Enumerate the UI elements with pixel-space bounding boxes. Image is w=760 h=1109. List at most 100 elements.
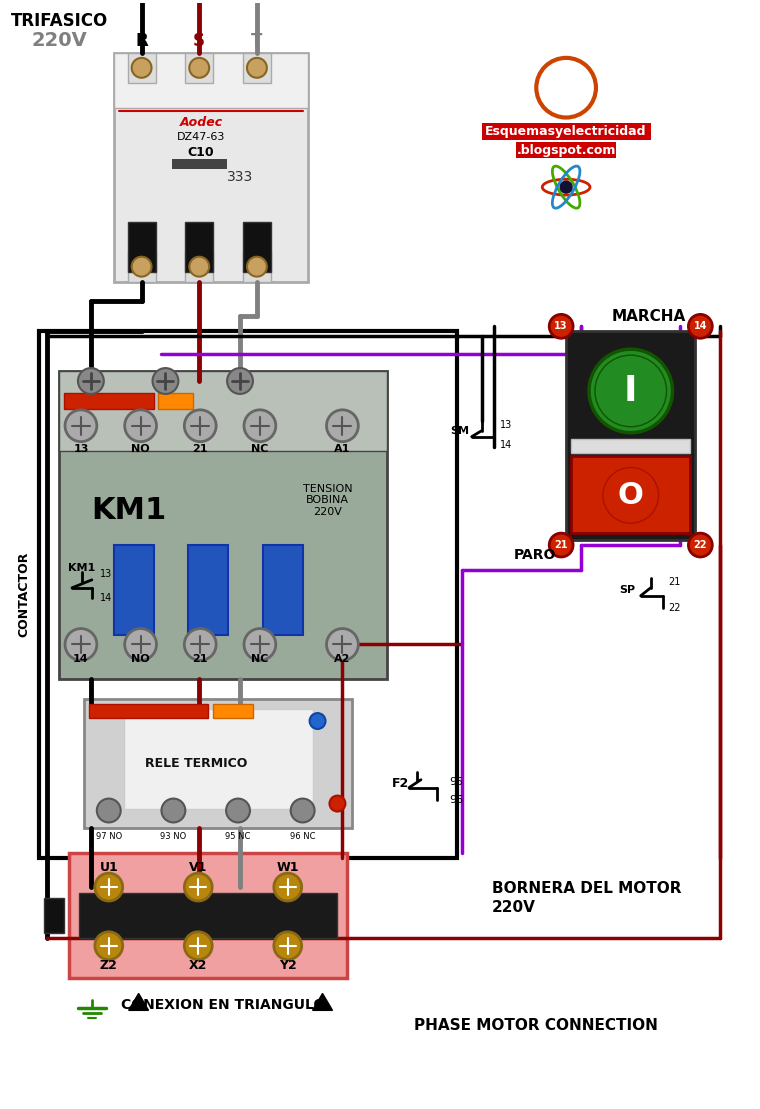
Bar <box>566 332 695 540</box>
Text: O: O <box>618 481 644 510</box>
Circle shape <box>97 798 121 823</box>
Bar <box>185 222 213 272</box>
Text: A1: A1 <box>334 444 350 454</box>
Circle shape <box>95 932 122 959</box>
Circle shape <box>226 798 250 823</box>
Bar <box>185 53 213 83</box>
Circle shape <box>125 629 157 660</box>
Text: Z2: Z2 <box>100 959 118 973</box>
Circle shape <box>65 629 97 660</box>
Circle shape <box>185 932 212 959</box>
Bar <box>59 372 387 680</box>
Text: 13: 13 <box>499 419 511 430</box>
Bar <box>185 252 213 282</box>
Text: R: R <box>135 32 148 50</box>
Text: 14: 14 <box>694 322 707 332</box>
Text: KM1: KM1 <box>91 496 166 525</box>
Polygon shape <box>128 994 148 1010</box>
Circle shape <box>247 256 267 276</box>
Bar <box>213 704 253 718</box>
Circle shape <box>291 798 315 823</box>
Circle shape <box>549 533 573 557</box>
Circle shape <box>603 468 659 523</box>
Bar <box>44 898 64 933</box>
Circle shape <box>131 58 151 78</box>
Bar <box>128 252 156 282</box>
Circle shape <box>537 58 596 118</box>
Text: 22: 22 <box>694 540 707 550</box>
Text: A2: A2 <box>334 654 350 664</box>
Text: 96: 96 <box>449 794 463 805</box>
Bar <box>172 160 226 170</box>
Text: CONTACTOR: CONTACTOR <box>17 552 30 638</box>
Text: 13: 13 <box>73 444 89 454</box>
Bar <box>128 222 156 272</box>
Bar <box>84 699 353 828</box>
Text: C10: C10 <box>188 145 214 159</box>
Circle shape <box>153 368 179 394</box>
Text: PARO: PARO <box>514 548 556 562</box>
Bar <box>114 545 154 634</box>
Text: 14: 14 <box>73 654 89 664</box>
Text: 220V: 220V <box>31 31 87 51</box>
Circle shape <box>244 629 276 660</box>
Text: 97 NO: 97 NO <box>96 832 122 841</box>
Bar <box>159 393 193 409</box>
Text: BORNERA DEL MOTOR: BORNERA DEL MOTOR <box>492 881 681 896</box>
Text: 13: 13 <box>100 569 112 579</box>
Bar <box>124 709 312 808</box>
Text: TRIFASICO: TRIFASICO <box>11 12 108 30</box>
Text: 21: 21 <box>192 444 208 454</box>
Circle shape <box>589 349 673 433</box>
Bar <box>571 439 690 452</box>
Text: 96 NC: 96 NC <box>290 832 315 841</box>
Bar <box>59 372 387 450</box>
Text: NC: NC <box>252 654 268 664</box>
Circle shape <box>689 314 712 338</box>
Polygon shape <box>312 994 332 1010</box>
Bar <box>482 122 651 141</box>
Text: U1: U1 <box>100 861 118 874</box>
Text: Esquemasyelectricidad: Esquemasyelectricidad <box>486 125 647 138</box>
Circle shape <box>125 410 157 441</box>
Text: NO: NO <box>131 654 150 664</box>
Text: Aodec: Aodec <box>179 116 223 129</box>
Text: I: I <box>624 374 638 408</box>
Bar <box>188 545 228 634</box>
Text: X2: X2 <box>189 959 207 973</box>
Circle shape <box>227 368 253 394</box>
Circle shape <box>560 181 572 193</box>
Text: 95: 95 <box>449 776 463 786</box>
Bar <box>79 893 337 938</box>
Text: SM: SM <box>450 426 469 436</box>
Text: PHASE MOTOR CONNECTION: PHASE MOTOR CONNECTION <box>414 1018 658 1032</box>
Bar <box>128 53 156 83</box>
Circle shape <box>161 798 185 823</box>
Text: KM1: KM1 <box>68 563 95 573</box>
Text: RELE TERMICO: RELE TERMICO <box>145 757 248 771</box>
Bar <box>243 252 271 282</box>
Text: TENSION
BOBINA
220V: TENSION BOBINA 220V <box>302 484 353 517</box>
Text: 22: 22 <box>669 602 681 612</box>
Circle shape <box>327 629 358 660</box>
Bar <box>243 222 271 272</box>
Circle shape <box>247 58 267 78</box>
Text: Y2: Y2 <box>279 959 296 973</box>
Bar <box>64 393 154 409</box>
Circle shape <box>595 355 667 427</box>
Text: DZ47-63: DZ47-63 <box>177 132 225 142</box>
Bar <box>263 545 302 634</box>
Text: 13: 13 <box>554 322 568 332</box>
Circle shape <box>274 932 302 959</box>
Circle shape <box>330 795 345 812</box>
Circle shape <box>185 873 212 901</box>
Circle shape <box>185 410 216 441</box>
Circle shape <box>131 256 151 276</box>
Circle shape <box>689 533 712 557</box>
Text: F2: F2 <box>392 777 409 791</box>
Circle shape <box>274 873 302 901</box>
Text: 21: 21 <box>192 654 208 664</box>
Text: 14: 14 <box>100 592 112 603</box>
Text: S: S <box>193 32 205 50</box>
Bar <box>516 142 616 159</box>
